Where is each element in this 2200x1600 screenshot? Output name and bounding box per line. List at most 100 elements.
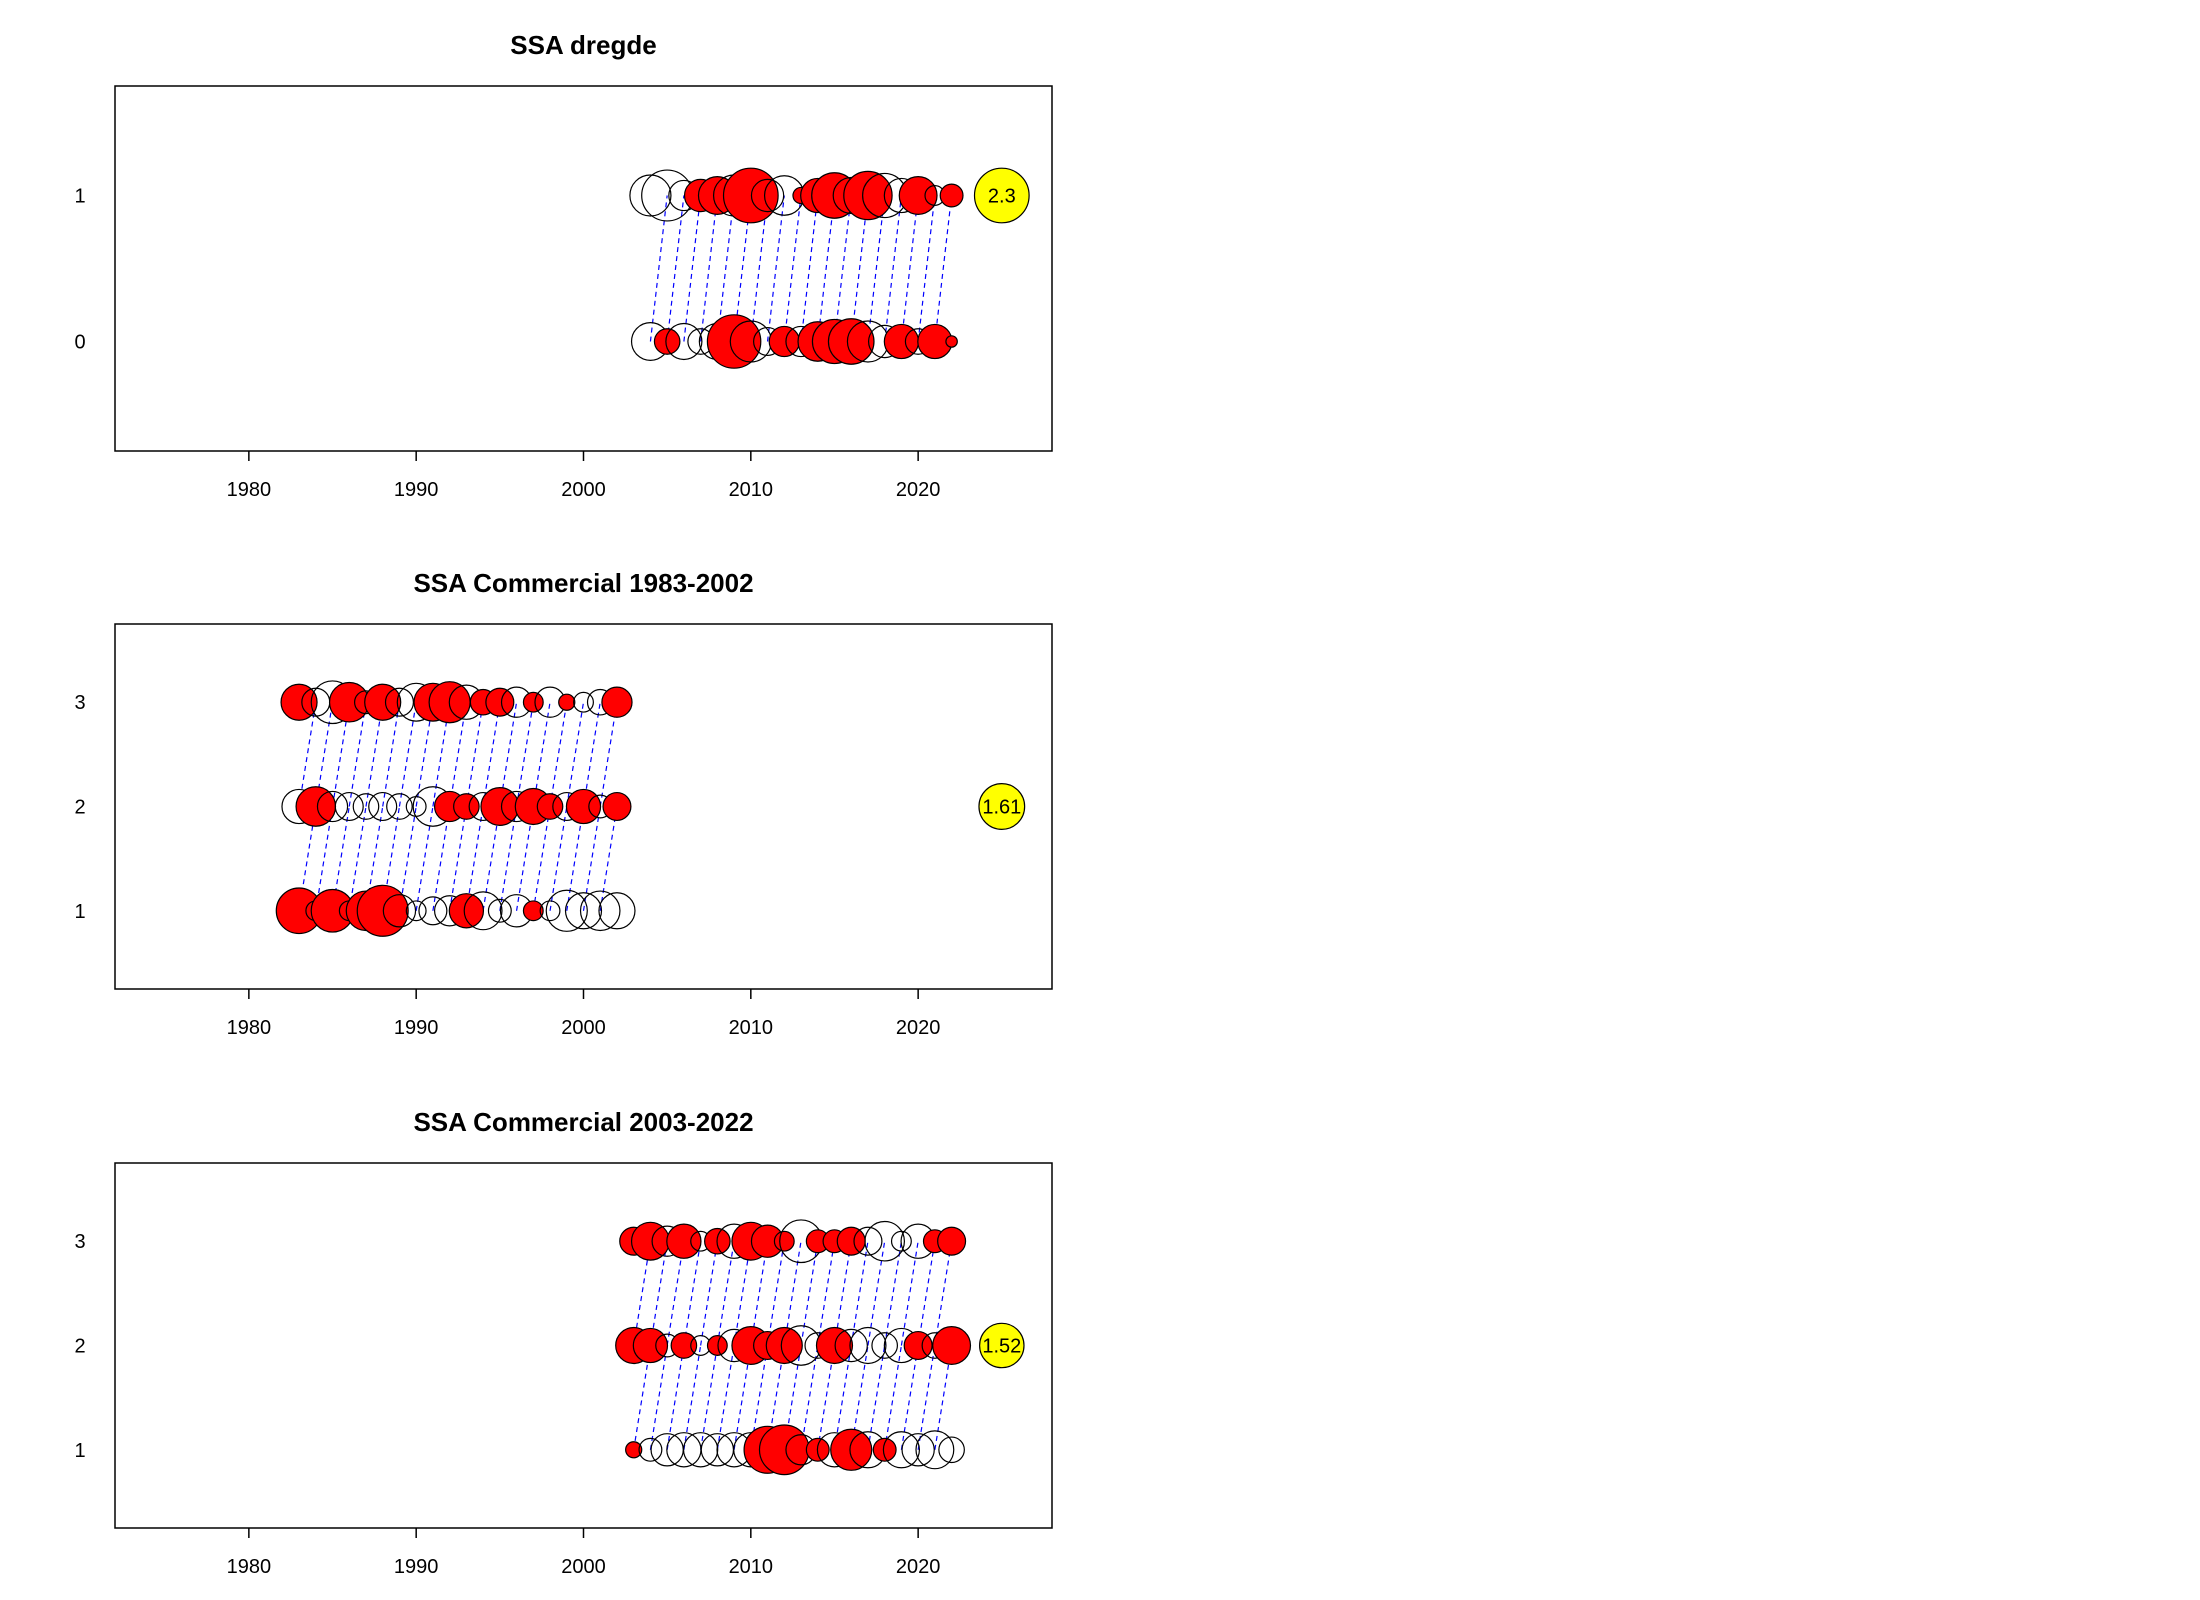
negative-residual-bubble xyxy=(915,1430,955,1470)
positive-residual-bubble xyxy=(722,167,779,224)
cohort-link xyxy=(465,702,484,807)
negative-residual-bubble xyxy=(665,322,703,361)
positive-residual-bubble xyxy=(827,318,875,365)
x-tick-label: 2000 xyxy=(561,1556,606,1578)
cohort-link xyxy=(800,195,819,342)
cohort-link xyxy=(415,806,434,911)
positive-residual-bubble xyxy=(945,335,958,348)
positive-residual-bubble xyxy=(706,314,762,369)
cohort-link xyxy=(917,1241,936,1346)
positive-residual-bubble xyxy=(836,1226,866,1256)
x-tick-label: 1990 xyxy=(394,1556,439,1578)
y-tick-label: 1 xyxy=(74,901,85,923)
positive-residual-bubble xyxy=(758,1424,810,1476)
negative-residual-bubble xyxy=(938,1436,965,1464)
x-tick-label: 2000 xyxy=(561,1017,606,1039)
cohort-link xyxy=(817,195,836,342)
y-tick-label: 2 xyxy=(74,797,85,819)
cohort-link xyxy=(833,195,852,342)
positive-residual-bubble xyxy=(706,1335,728,1356)
negative-residual-bubble xyxy=(463,891,503,931)
positive-residual-bubble xyxy=(485,687,515,717)
x-tick-label: 1990 xyxy=(394,1017,439,1039)
cohort-link xyxy=(683,1345,702,1450)
cohort-link xyxy=(549,702,568,807)
positive-residual-bubble xyxy=(328,681,370,723)
x-tick-label: 1980 xyxy=(227,1556,272,1578)
positive-residual-bubble xyxy=(522,900,544,922)
cohort-link xyxy=(783,195,802,342)
negative-residual-bubble xyxy=(882,1431,921,1469)
positive-residual-bubble xyxy=(903,1330,933,1361)
positive-residual-bubble xyxy=(939,183,964,208)
x-tick-label: 2010 xyxy=(729,1017,774,1039)
positive-residual-bubble xyxy=(356,884,409,937)
y-tick-label: 3 xyxy=(74,1231,85,1253)
cohort-link xyxy=(867,195,886,342)
negative-residual-bubble xyxy=(871,1332,899,1359)
positive-residual-bubble xyxy=(536,793,564,820)
negative-residual-bubble xyxy=(539,900,561,922)
chart-title: SSA dregde xyxy=(510,30,656,60)
cohort-link xyxy=(884,1241,903,1346)
cohort-link xyxy=(599,702,618,807)
y-tick-label: 1 xyxy=(74,1440,85,1462)
negative-residual-bubble xyxy=(545,889,588,932)
cohort-link xyxy=(900,1241,919,1346)
positive-residual-bubble xyxy=(932,1326,972,1365)
positive-residual-bubble xyxy=(843,170,893,221)
negative-residual-bubble xyxy=(316,790,349,823)
cohort-link xyxy=(766,195,785,342)
negative-residual-bubble xyxy=(834,1328,868,1363)
positive-residual-bubble xyxy=(937,1226,967,1256)
positive-residual-bubble xyxy=(625,1441,643,1459)
negative-residual-bubble xyxy=(334,791,364,822)
cohort-link xyxy=(398,702,417,807)
x-tick-label: 2020 xyxy=(896,479,941,501)
negative-residual-bubble xyxy=(849,1326,887,1365)
x-tick-label: 2020 xyxy=(896,1017,941,1039)
reference-bubble-label: 2.3 xyxy=(988,186,1016,208)
negative-residual-bubble xyxy=(405,900,427,922)
positive-residual-bubble xyxy=(522,691,544,713)
positive-residual-bubble xyxy=(765,1326,803,1365)
positive-residual-bubble xyxy=(773,1230,795,1252)
cohort-links xyxy=(649,195,953,342)
y-tick-label: 1 xyxy=(74,186,85,208)
x-tick-label: 2010 xyxy=(729,479,774,501)
positive-residual-bubble xyxy=(768,325,800,358)
y-tick-label: 0 xyxy=(74,332,85,354)
positive-residual-bubble xyxy=(815,1326,854,1365)
bubbles xyxy=(615,1219,972,1476)
cohort-link xyxy=(549,806,568,911)
cohort-link xyxy=(683,195,702,342)
positive-residual-bubble xyxy=(630,1221,670,1261)
reference-bubble-label: 1.52 xyxy=(982,1336,1021,1358)
negative-residual-bubble xyxy=(564,892,603,930)
bubble-plot-figure: SSA dregde 1980 1990 2000 2010 2020 1 0 2.3 SSA C… xyxy=(74,30,1053,1578)
negative-residual-bubble xyxy=(901,1433,935,1467)
positive-residual-bubble xyxy=(448,893,485,929)
negative-residual-bubble xyxy=(682,1432,719,1468)
cohort-link xyxy=(900,195,919,342)
cohort-link xyxy=(700,195,718,342)
positive-residual-bubble xyxy=(666,1223,702,1259)
cohort-link xyxy=(750,195,769,342)
chart-title: SSA Commercial 2003-2022 xyxy=(413,1107,753,1137)
plot-frame xyxy=(114,85,1053,452)
positive-residual-bubble xyxy=(653,328,681,355)
positive-residual-bubble xyxy=(830,1428,873,1471)
positive-residual-bubble xyxy=(632,1327,669,1364)
positive-residual-bubble xyxy=(602,791,632,822)
bubbles xyxy=(629,167,964,369)
x-tick-label: 1990 xyxy=(394,479,439,501)
positive-residual-bubble xyxy=(280,683,318,721)
negative-residual-bubble xyxy=(352,793,380,820)
reference-bubble xyxy=(979,1322,1025,1369)
positive-residual-bubble xyxy=(453,793,480,820)
negative-residual-bubble xyxy=(890,1230,912,1252)
negative-residual-bubble xyxy=(386,793,413,820)
positive-residual-bubble xyxy=(480,787,520,826)
chart-panel-2: SSA Commercial 1983-2002 1980 1990 2000 2010… xyxy=(74,568,1053,1039)
